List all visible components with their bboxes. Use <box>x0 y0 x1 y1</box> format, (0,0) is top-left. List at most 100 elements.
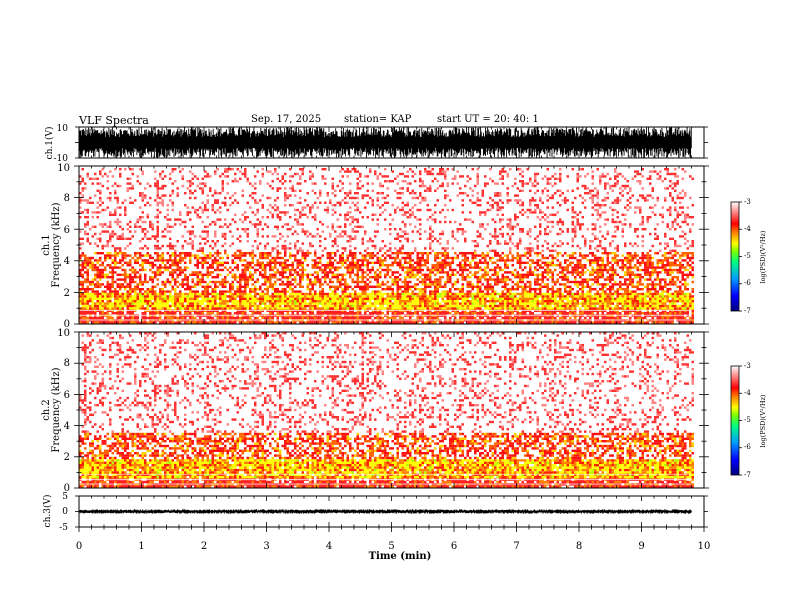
spectrogram-cell <box>279 218 282 220</box>
spectrogram-cell <box>449 312 452 314</box>
spectrogram-cell <box>484 286 487 288</box>
spectrogram-cell <box>309 242 312 244</box>
spectrogram-cell <box>439 264 442 266</box>
spectrogram-cell <box>112 283 115 285</box>
spectrogram-cell <box>204 281 207 283</box>
spectrogram-cell <box>154 170 157 172</box>
spectrogram-cell <box>409 295 412 297</box>
spectrogram-cell <box>424 283 427 285</box>
spectrogram-cell <box>282 266 285 268</box>
spectrogram-cell <box>194 190 197 192</box>
spectrogram-cell <box>239 298 242 300</box>
spectrogram-cell <box>422 180 425 182</box>
spectrogram-cell <box>229 223 232 225</box>
spectrogram-cell <box>229 290 232 292</box>
spectrogram-cell <box>394 247 397 249</box>
spectrogram-cell <box>169 178 172 180</box>
spectrogram-cell <box>274 204 277 206</box>
spectrogram-cell <box>217 281 220 283</box>
spectrogram-cell <box>434 293 437 295</box>
spectrogram-cell <box>299 269 302 271</box>
spectrogram-cell <box>207 276 210 278</box>
spectrogram-cell <box>369 298 372 300</box>
spectrogram-cell <box>417 257 420 259</box>
spectrogram-cell <box>357 271 360 273</box>
spectrogram-cell <box>412 307 415 309</box>
spectrogram-cell <box>367 194 370 196</box>
spectrogram-cell <box>274 295 277 297</box>
spectrogram-cell <box>259 264 262 266</box>
spectrogram-cell <box>324 264 327 266</box>
spectrogram-cell <box>384 202 387 204</box>
spectrogram-cell <box>252 266 255 268</box>
spectrogram-cell <box>102 264 105 266</box>
spectrogram-cell <box>134 305 137 307</box>
spectrogram-cell <box>229 312 232 314</box>
spectrogram-cell <box>154 252 157 254</box>
spectrogram-cell <box>309 300 312 302</box>
spectrogram-cell <box>244 302 247 304</box>
spectrogram-cell <box>99 293 102 295</box>
spectrogram-cell <box>274 168 277 170</box>
spectrogram-cell <box>337 226 340 228</box>
spectrogram-cell <box>184 240 187 242</box>
spectrogram-cell <box>412 295 415 297</box>
spectrogram-cell <box>239 250 242 252</box>
spectrogram-cell <box>222 302 225 304</box>
spectrogram-cell <box>104 209 107 211</box>
spectrogram-cell <box>379 182 382 184</box>
spectrogram-cell <box>287 295 290 297</box>
spectrogram-cell <box>444 197 447 199</box>
spectrogram-cell <box>254 175 257 177</box>
spectrogram-cell <box>459 274 462 276</box>
spectrogram-cell <box>349 223 352 225</box>
spectrogram-cell <box>462 302 465 304</box>
spectrogram-cell <box>469 252 472 254</box>
spectrogram-cell <box>287 259 290 261</box>
spectrogram-cell <box>452 300 455 302</box>
spectrogram-cell <box>209 252 212 254</box>
spectrogram-cell <box>262 307 265 309</box>
spectrogram-cell <box>162 230 165 232</box>
spectrogram-cell <box>314 281 317 283</box>
spectrogram-cell <box>297 264 300 266</box>
spectrogram-cell <box>262 283 265 285</box>
spectrogram-cell <box>224 276 227 278</box>
spectrogram-cell <box>294 242 297 244</box>
spectrogram-cell <box>442 266 445 268</box>
spectrogram-cell <box>449 293 452 295</box>
spectrogram-cell <box>207 233 210 235</box>
spectrogram-cell <box>82 293 85 295</box>
spectrogram-cell <box>89 264 92 266</box>
spectrogram-cell <box>462 259 465 261</box>
spectrogram-cell <box>427 307 430 309</box>
spectrogram-cell <box>202 276 205 278</box>
spectrogram-cell <box>234 199 237 201</box>
spectrogram-cell <box>252 254 255 256</box>
spectrogram-cell <box>259 307 262 309</box>
spectrogram-cell <box>322 230 325 232</box>
spectrogram-cell <box>394 312 397 314</box>
spectrogram-cell <box>382 305 385 307</box>
spectrogram-cell <box>297 302 300 304</box>
spectrogram-cell <box>469 187 472 189</box>
spectrogram-cell <box>364 250 367 252</box>
spectrogram-cell <box>479 288 482 290</box>
spectrogram-cell <box>367 264 370 266</box>
spectrogram-cell <box>114 211 117 213</box>
spectrogram-cell <box>139 300 142 302</box>
spectrogram-cell <box>297 218 300 220</box>
spectrogram-cell <box>429 228 432 230</box>
spectrogram-cell <box>222 312 225 314</box>
spectrogram-cell <box>414 262 417 264</box>
spectrogram-cell <box>457 281 460 283</box>
spectrogram-cell <box>82 178 85 180</box>
spectrogram-cell <box>314 283 317 285</box>
spectrogram-cell <box>114 209 117 211</box>
spectrogram-cell <box>154 307 157 309</box>
spectrogram-cell <box>359 317 362 319</box>
spectrogram-cell <box>164 235 167 237</box>
spectrogram-cell <box>309 170 312 172</box>
spectrogram-cell <box>277 254 280 256</box>
spectrogram-cell <box>87 293 90 295</box>
